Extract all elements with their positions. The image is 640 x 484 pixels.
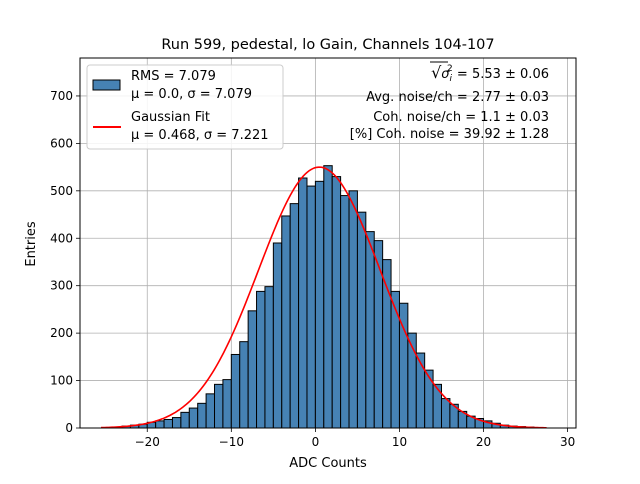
legend-label-fit-line2: μ = 0.468, σ = 7.221	[131, 128, 269, 143]
histogram-bar	[164, 419, 172, 428]
histogram-bar	[425, 370, 433, 428]
y-axis-label: Entries	[24, 221, 39, 267]
histogram-bar	[374, 241, 382, 428]
x-tick-label: 30	[560, 435, 575, 449]
x-tick-label: −20	[135, 435, 160, 449]
histogram-bar	[198, 403, 206, 428]
histogram-bar	[282, 216, 290, 428]
histogram-bar	[223, 380, 231, 428]
histogram-bar	[189, 408, 197, 428]
histogram-bar	[257, 291, 265, 428]
histogram-bar	[383, 260, 391, 428]
legend-swatch-histogram	[93, 80, 120, 90]
y-tick-label: 0	[65, 421, 73, 435]
y-tick-label: 300	[50, 279, 73, 293]
histogram-bar	[307, 186, 315, 428]
y-tick-label: 100	[50, 374, 73, 388]
annotation-coh-noise: Coh. noise/ch = 1.1 ± 0.03	[373, 110, 549, 125]
y-tick-label: 600	[50, 136, 73, 150]
histogram-bar	[315, 181, 323, 428]
histogram-bar	[248, 311, 256, 428]
sqrt-sigma-value: = 5.53 ± 0.06	[453, 67, 549, 82]
x-axis-label: ADC Counts	[289, 456, 367, 471]
histogram-bar	[299, 178, 307, 428]
histogram-bar	[231, 354, 239, 428]
histogram-bar	[341, 196, 349, 428]
x-tick-label: 0	[312, 435, 320, 449]
histogram-bar	[332, 177, 340, 428]
histogram-bar	[273, 243, 281, 428]
y-tick-label: 400	[50, 231, 73, 245]
y-tick-label: 200	[50, 326, 73, 340]
legend: RMS = 7.079 μ = 0.0, σ = 7.079 Gaussian …	[87, 65, 283, 149]
annotation-sqrt-sigma: √σi2 = 5.53 ± 0.06	[431, 63, 549, 84]
histogram-bar	[324, 166, 332, 428]
x-tick-label: −10	[219, 435, 244, 449]
histogram-bar	[290, 204, 298, 428]
histogram-bar	[206, 394, 214, 428]
x-tick-label: 20	[476, 435, 491, 449]
histogram-bar	[441, 399, 449, 428]
annotation-coh-noise-percent: [%] Coh. noise = 39.92 ± 1.28	[350, 127, 549, 142]
histogram-bar	[181, 412, 189, 428]
histogram-bar	[156, 421, 164, 428]
histogram-bar	[357, 212, 365, 428]
legend-label-histogram-line2: μ = 0.0, σ = 7.079	[131, 87, 252, 102]
annotation-avg-noise: Avg. noise/ch = 2.77 ± 0.03	[366, 90, 549, 105]
histogram-bar	[172, 418, 180, 428]
legend-label-histogram-line1: RMS = 7.079	[131, 69, 216, 84]
histogram-bar	[391, 291, 399, 428]
legend-label-fit-line1: Gaussian Fit	[131, 110, 210, 125]
histogram-bar	[349, 191, 357, 428]
histogram-bar	[265, 287, 273, 428]
y-tick-label: 500	[50, 184, 73, 198]
histogram-bar	[215, 384, 223, 428]
histogram-bar	[240, 342, 248, 428]
chart-title: Run 599, pedestal, lo Gain, Channels 104…	[161, 37, 494, 53]
y-tick-label: 700	[50, 89, 73, 103]
x-tick-label: 10	[392, 435, 407, 449]
histogram-bar	[366, 232, 374, 428]
